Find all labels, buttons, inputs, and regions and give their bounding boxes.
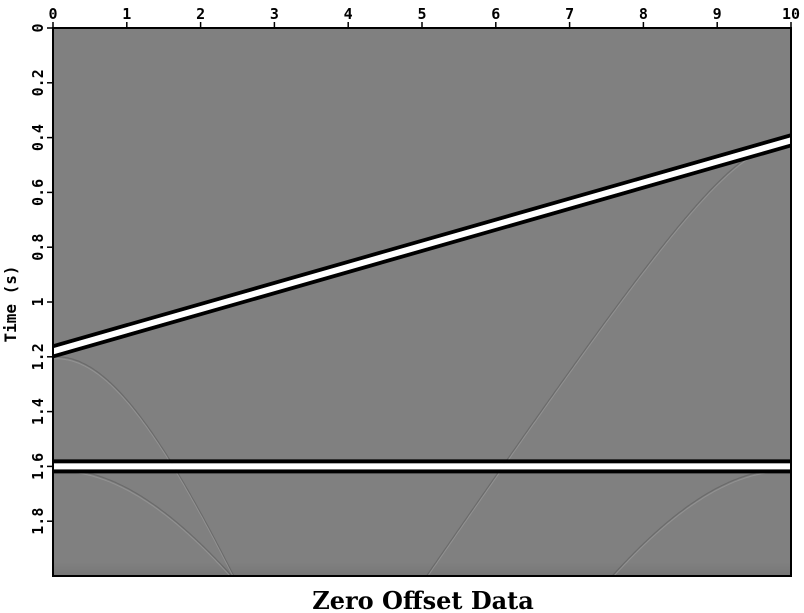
x-tick-label: 5 — [417, 5, 426, 23]
x-tick-label: 1 — [122, 5, 131, 23]
x-tick-label: 7 — [565, 5, 574, 23]
y-tick-label: 1.4 — [29, 398, 47, 425]
y-tick-label: 0.8 — [29, 234, 47, 261]
y-tick-label: 1.8 — [29, 508, 47, 535]
x-tick-label: 6 — [491, 5, 500, 23]
y-axis: 0 0.2 0.4 0.6 0.8 1 1.2 1.4 1.6 1.8 — [29, 23, 53, 535]
y-tick-label: 1.6 — [29, 453, 47, 480]
x-tick-label: 0 — [48, 5, 57, 23]
y-tick-label: 1 — [29, 297, 47, 306]
bottom-band — [53, 562, 791, 576]
diffraction-4-lobe — [427, 144, 791, 576]
seismic-section — [53, 133, 791, 576]
y-tick-label: 1.2 — [29, 343, 47, 370]
y-tick-label: 0.6 — [29, 179, 47, 206]
x-tick-label: 4 — [344, 5, 353, 23]
y-tick-label: 0.4 — [29, 124, 47, 151]
x-tick-label: 10 — [782, 5, 800, 23]
x-tick-label: 9 — [713, 5, 722, 23]
event-1-upper-trough — [53, 133, 791, 349]
diffraction-3-lobe — [613, 470, 791, 576]
x-tick-label: 8 — [639, 5, 648, 23]
x-tick-label: 3 — [270, 5, 279, 23]
plot-background — [53, 28, 791, 576]
diffraction-4 — [425, 142, 791, 576]
diffraction-2-lobe — [53, 470, 231, 576]
event-1-peak — [53, 137, 791, 355]
x-axis: 0 1 2 3 4 5 6 7 8 9 10 — [48, 5, 800, 28]
y-tick-label: 0 — [29, 23, 47, 32]
y-tick-label: 0.2 — [29, 69, 47, 96]
diffraction-1-lobe — [53, 358, 234, 576]
diffraction-1 — [53, 356, 235, 576]
chart-title: Zero Offset Data — [312, 586, 534, 613]
x-tick-label: 2 — [196, 5, 205, 23]
event-1-lower-trough — [53, 143, 791, 359]
y-axis-label: Time (s) — [1, 265, 20, 342]
